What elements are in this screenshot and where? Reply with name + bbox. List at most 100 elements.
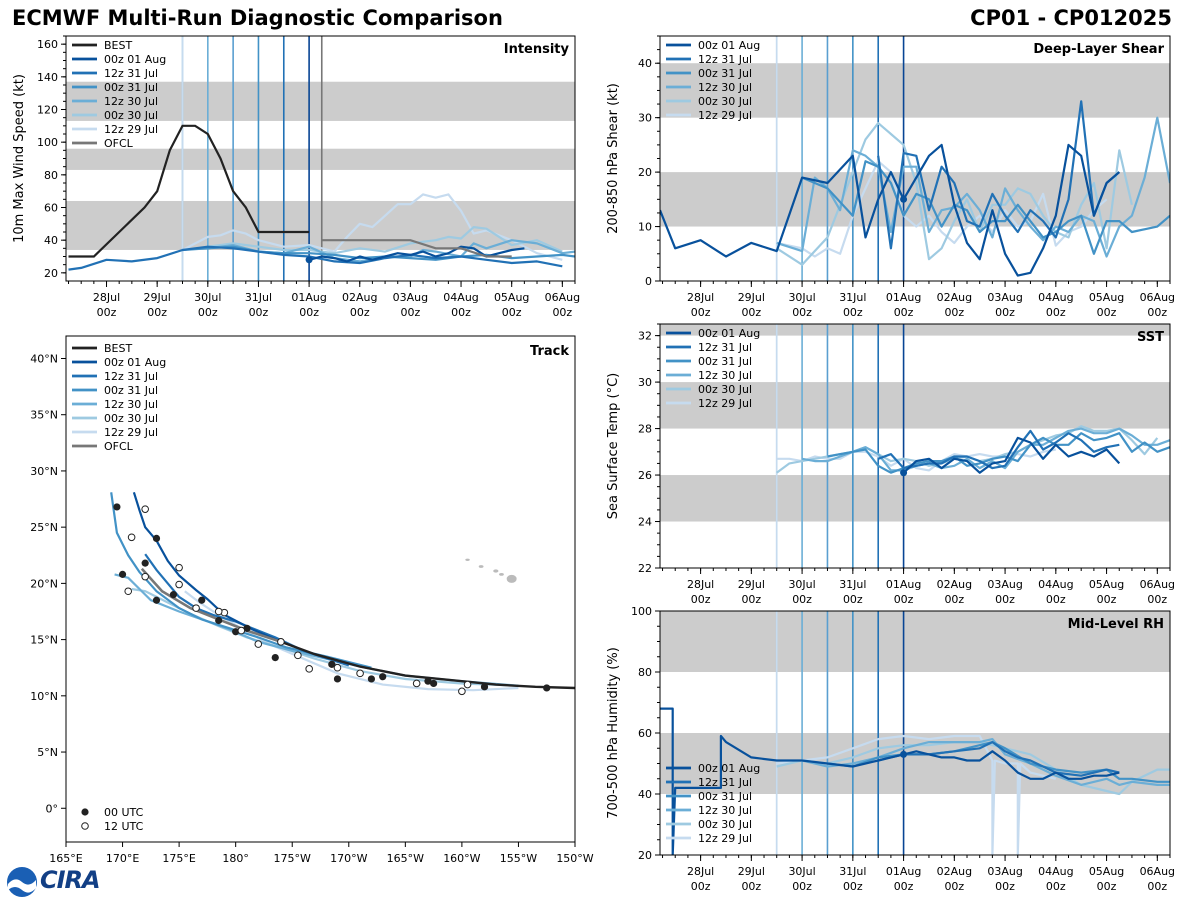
track-point-00utc — [430, 679, 438, 688]
intensity-ytick-label: 140 — [37, 71, 58, 84]
rh-legend-label: 12z 30 Jul — [698, 804, 752, 817]
track-point-00utc — [379, 673, 387, 681]
intensity-band — [66, 200, 575, 250]
intensity-legend-label: OFCL — [104, 137, 134, 150]
rh-band — [660, 611, 1170, 672]
intensity-ytick-label: 80 — [44, 169, 58, 182]
track-series-line — [132, 491, 282, 643]
track-ytick-label: 40°N — [30, 352, 58, 365]
track-panel-title: Track — [530, 344, 569, 359]
sst-ytick-label: 28 — [638, 423, 652, 436]
track-point-12utc — [463, 680, 472, 689]
noaa-logo-icon — [7, 867, 37, 897]
track-legend-label: 12z 29 Jul — [104, 426, 158, 439]
sst-legend-label: 12z 30 Jul — [698, 369, 752, 382]
sst-plot-area — [660, 324, 1170, 568]
rh-ytick-label: 40 — [638, 788, 652, 801]
track-ytick-label: 30°N — [30, 465, 58, 478]
track-legend-marker-00utc — [81, 808, 89, 816]
rh-ytick-label: 60 — [638, 727, 652, 740]
track-xtick-label: 170°E — [106, 852, 139, 865]
shear-series-line — [660, 143, 1121, 277]
rh-init-marker — [900, 750, 908, 758]
rh-series-line — [660, 707, 1120, 855]
rh-xtick-hour: 00z — [1097, 880, 1117, 893]
intensity-xtick-hour: 00z — [147, 306, 167, 319]
rh-xtick-date: 29Jul — [738, 865, 765, 878]
track-legend-marker-12utc — [81, 822, 89, 830]
track-xtick-label: 150°W — [556, 852, 593, 865]
intensity-xtick-date: 02Aug — [342, 291, 377, 304]
intensity-ytick-label: 40 — [44, 234, 58, 247]
shear-series-line — [877, 100, 1121, 250]
shear-xtick-hour: 00z — [894, 306, 914, 319]
rh-legend-label: 12z 31 Jul — [698, 776, 752, 789]
sst-xtick-date: 01Aug — [886, 578, 921, 591]
intensity-xtick-date: 31Jul — [245, 291, 272, 304]
rh-legend-label: 00z 31 Jul — [698, 790, 752, 803]
intensity-ytick-label: 100 — [37, 136, 58, 149]
sst-init-marker — [900, 469, 908, 477]
track-point-12utc — [214, 607, 223, 616]
track-series-line — [184, 590, 519, 692]
sst-band — [660, 475, 1170, 522]
shear-series-line — [776, 116, 1170, 258]
sst-xtick-hour: 00z — [1147, 593, 1167, 606]
rh-legend-label: 00z 30 Jul — [698, 818, 752, 831]
rh-ytick-label: 80 — [638, 666, 652, 679]
intensity-band — [66, 81, 575, 121]
rh-xtick-hour: 00z — [1147, 880, 1167, 893]
shear-init-marker — [900, 195, 908, 203]
sst-ytick-label: 22 — [638, 562, 652, 575]
shear-legend-label: 00z 30 Jul — [698, 95, 752, 108]
track-xtick-label: 180° — [222, 852, 249, 865]
track-point-00utc — [333, 675, 342, 683]
shear-xtick-date: 02Aug — [937, 291, 972, 304]
track-legend-label: 00z 01 Aug — [104, 356, 166, 369]
track-point-00utc — [243, 624, 251, 632]
shear-xtick-hour: 00z — [691, 306, 711, 319]
intensity-ytick-label: 160 — [37, 38, 58, 51]
intensity-xtick-hour: 00z — [350, 306, 370, 319]
sst-xtick-hour: 00z — [944, 593, 964, 606]
rh-xtick-hour: 00z — [894, 880, 914, 893]
shear-xtick-date: 04Aug — [1038, 291, 1073, 304]
sst-panel-title: SST — [1137, 330, 1164, 345]
shear-legend-label: 00z 31 Jul — [698, 67, 752, 80]
rh-series-line — [776, 734, 1057, 855]
track-point-12utc — [237, 626, 246, 635]
sst-xtick-date: 30Jul — [788, 578, 815, 591]
track-legend-label: 12z 31 Jul — [104, 370, 158, 383]
shear-legend-label: 12z 29 Jul — [698, 109, 752, 122]
shear-ytick-label: 0 — [645, 275, 652, 288]
intensity-xtick-date: 01Aug — [291, 291, 326, 304]
sst-xtick-hour: 00z — [1046, 593, 1066, 606]
shear-xtick-hour: 00z — [944, 306, 964, 319]
sst-series-line — [827, 432, 1170, 474]
track-point-12utc — [305, 665, 313, 673]
shear-ytick-label: 40 — [638, 57, 652, 70]
sst-ytick-label: 24 — [638, 516, 652, 529]
rh-xtick-date: 28Jul — [687, 865, 714, 878]
track-point-12utc — [127, 533, 136, 542]
intensity-xtick-hour: 00z — [97, 306, 117, 319]
sst-legend-label: 00z 31 Jul — [698, 355, 752, 368]
track-xtick-label: 175°E — [162, 852, 195, 865]
intensity-legend-label: 00z 30 Jul — [104, 109, 158, 122]
intensity-xtick-date: 06Aug — [545, 291, 580, 304]
intensity-ytick-label: 60 — [44, 202, 58, 215]
shear-xtick-hour: 00z — [1147, 306, 1167, 319]
shear-xtick-hour: 00z — [995, 306, 1015, 319]
island-shape — [493, 569, 499, 573]
track-point-00utc — [169, 591, 178, 599]
sst-ylabel: Sea Surface Temp (°C) — [606, 373, 621, 520]
intensity-xtick-hour: 00z — [249, 306, 269, 319]
track-point-12utc — [294, 651, 302, 660]
intensity-legend-label: 12z 31 Jul — [104, 67, 158, 80]
rh-xtick-hour: 00z — [691, 880, 711, 893]
sst-xtick-hour: 00z — [894, 593, 914, 606]
sst-series-line — [902, 436, 1121, 474]
intensity-xtick-date: 30Jul — [194, 291, 221, 304]
track-xtick-label: 155°W — [500, 852, 537, 865]
